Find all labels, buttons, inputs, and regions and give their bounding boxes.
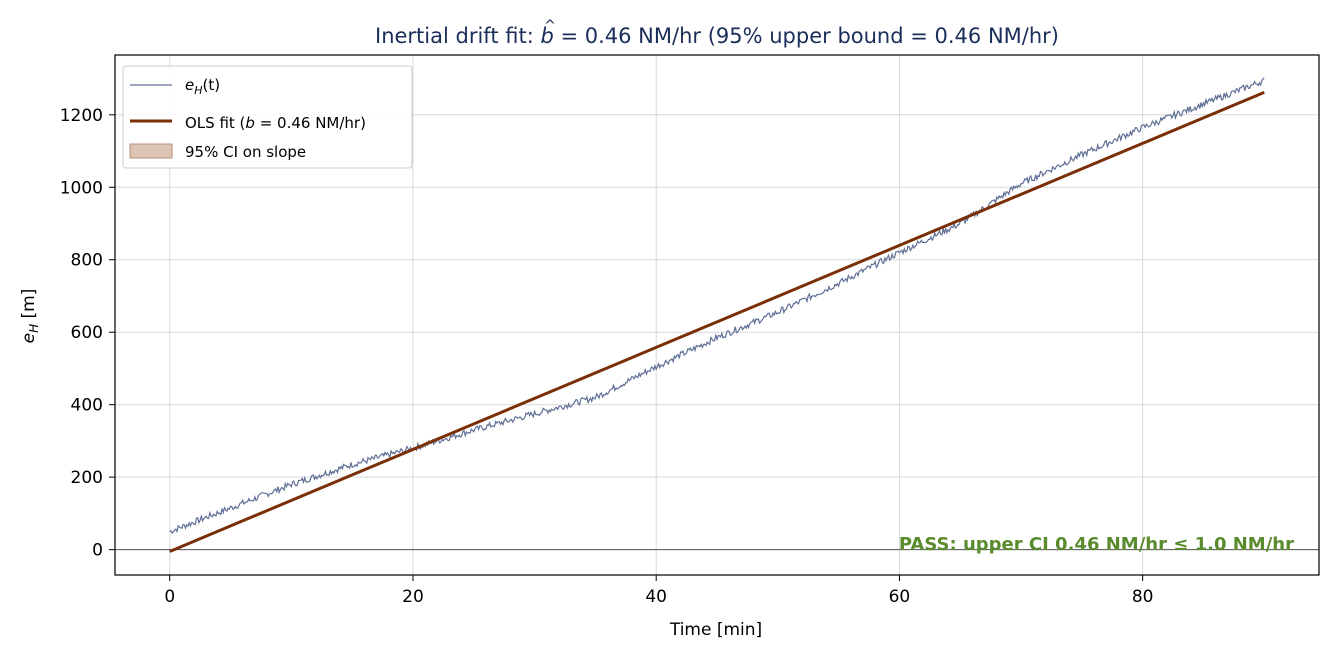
measurement-series-line — [169, 77, 1265, 535]
legend: eH(t) OLS fit (b = 0.46 NM/hr) 95% CI on… — [122, 65, 413, 169]
y-tick-label: 200 — [71, 468, 103, 488]
legend-label-ci: 95% CI on slope — [185, 143, 306, 161]
legend-label-fit: OLS fit (b = 0.46 NM/hr) — [185, 114, 366, 132]
x-tick-label: 60 — [889, 587, 911, 607]
x-tick-label: 40 — [645, 587, 667, 607]
ols-fit-line — [169, 90, 1265, 553]
title-hat: ^ — [544, 18, 556, 34]
chart-title: Inertial drift fit: b = 0.46 NM/hr (95% … — [375, 24, 1059, 48]
x-tick-label: 80 — [1132, 587, 1154, 607]
pass-annotation: PASS: upper CI 0.46 NM/hr ≤ 1.0 NM/hr — [899, 534, 1294, 555]
x-axis-label: Time [min] — [669, 620, 762, 640]
y-tick-label: 1000 — [60, 178, 103, 198]
legend-label-measurement: eH(t) — [185, 76, 220, 97]
legend-box — [122, 65, 413, 169]
y-tick-label: 400 — [71, 396, 103, 416]
y-tick-label: 600 — [71, 323, 103, 343]
x-tick-label: 20 — [402, 587, 424, 607]
y-tick-label: 800 — [71, 251, 103, 271]
y-axis-label: eH [m] — [19, 289, 41, 344]
x-axis-ticks: 0 20 40 60 80 — [164, 575, 1153, 607]
legend-swatch-ci — [129, 143, 173, 159]
x-tick-label: 0 — [164, 587, 175, 607]
y-tick-label: 0 — [92, 541, 103, 561]
y-axis-ticks: 0 200 400 600 800 1000 1200 — [60, 106, 115, 561]
axes-frame — [114, 54, 1320, 576]
y-tick-label: 1200 — [60, 106, 103, 126]
